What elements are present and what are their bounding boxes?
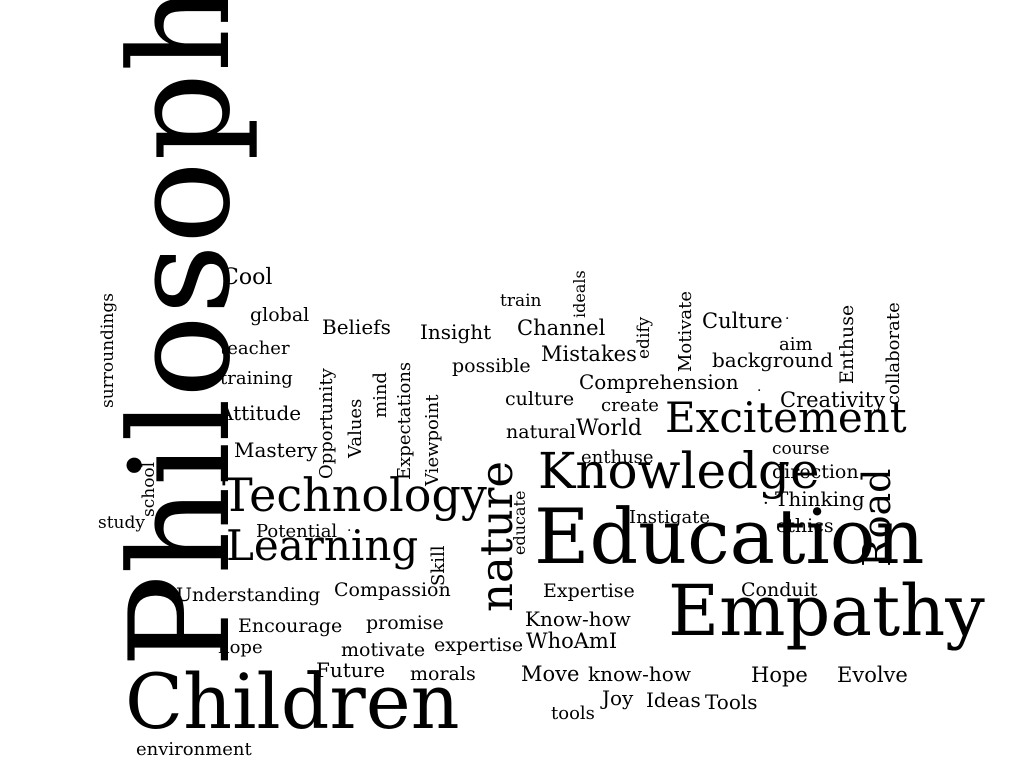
word-morals: morals bbox=[410, 663, 476, 685]
word-create: create bbox=[601, 395, 659, 416]
word-expertise-lower: expertise bbox=[434, 634, 524, 656]
word-ideals: ideals bbox=[570, 270, 589, 318]
word-motivate-upper: Motivate bbox=[675, 290, 696, 372]
word-ethics: ethics bbox=[776, 515, 834, 537]
word-understanding: Understanding bbox=[176, 584, 321, 606]
word-surroundings: surroundings bbox=[98, 293, 118, 408]
dot-decoration: · bbox=[763, 493, 769, 514]
word-culture-upper: Culture bbox=[702, 309, 783, 333]
word-motivate-lower: motivate bbox=[341, 639, 426, 661]
word-children: Children bbox=[125, 657, 460, 746]
word-expectations: Expectations bbox=[394, 361, 415, 480]
word-collaborate: collaborate bbox=[883, 302, 904, 405]
word-channel: Channel bbox=[517, 316, 606, 340]
word-values: Values bbox=[345, 398, 366, 458]
word-direction: direction bbox=[772, 461, 859, 483]
word-joy: Joy bbox=[602, 686, 634, 710]
word-know-how-upper: Know-how bbox=[525, 607, 631, 631]
word-school: school bbox=[139, 461, 159, 517]
word-education: Education bbox=[534, 492, 925, 581]
dot-decoration: · bbox=[785, 311, 790, 327]
word-aim: aim bbox=[779, 334, 813, 355]
word-future: Future bbox=[316, 658, 386, 682]
word-beliefs: Beliefs bbox=[322, 315, 391, 339]
word-train: train bbox=[500, 291, 542, 311]
word-cool: Cool bbox=[222, 265, 273, 290]
word-hope-lower: hope bbox=[218, 637, 263, 658]
word-enthuse-lower: enthuse bbox=[581, 447, 654, 468]
word-who-am-i: WhoAmI bbox=[526, 629, 618, 653]
word-edify: edify bbox=[634, 316, 654, 359]
word-mind: mind bbox=[370, 372, 391, 418]
word-educate: educate bbox=[510, 490, 529, 555]
word-instigate: Instigate bbox=[629, 507, 711, 528]
word-environment: environment bbox=[136, 739, 252, 760]
word-promise: promise bbox=[366, 612, 444, 634]
word-move: Move bbox=[521, 662, 580, 686]
dot-decoration: · bbox=[757, 383, 762, 399]
word-hope-upper: Hope bbox=[751, 663, 808, 687]
word-knowledge: Knowledge bbox=[538, 442, 820, 500]
word-global: global bbox=[250, 304, 310, 326]
word-comprehension: Comprehension bbox=[579, 370, 739, 394]
word-expertise-upper: Expertise bbox=[543, 580, 635, 602]
word-opportunity: Opportunity bbox=[316, 368, 337, 479]
word-thinking: Thinking bbox=[775, 487, 865, 511]
word-enthuse-upper: Enthuse bbox=[836, 304, 858, 384]
word-insight: Insight bbox=[420, 320, 492, 344]
word-excitement: Excitement bbox=[665, 393, 907, 442]
word-culture-lower: culture bbox=[505, 388, 575, 410]
word-world: World bbox=[576, 416, 642, 441]
word-possible: possible bbox=[452, 355, 531, 377]
word-tools-upper: Tools bbox=[705, 690, 758, 714]
word-learning: Learning bbox=[226, 521, 419, 570]
word-encourage: Encourage bbox=[238, 615, 343, 637]
word-teacher: teacher bbox=[220, 338, 290, 359]
word-evolve: Evolve bbox=[837, 663, 908, 687]
word-empathy: Empathy bbox=[668, 570, 985, 652]
word-mastery: Mastery bbox=[234, 438, 318, 462]
word-creativity: Creativity bbox=[780, 388, 886, 412]
word-know-how-lower: know-how bbox=[588, 662, 691, 686]
word-attitude: Attitude bbox=[219, 401, 302, 425]
word-mistakes: Mistakes bbox=[541, 342, 637, 366]
word-background: background bbox=[712, 348, 834, 372]
word-ideas: Ideas bbox=[646, 688, 701, 712]
word-conduit: Conduit bbox=[741, 579, 818, 601]
word-potential: Potential bbox=[256, 521, 338, 542]
word-study: study bbox=[98, 513, 145, 533]
word-technology: Technology bbox=[222, 468, 487, 522]
word-compassion: Compassion bbox=[334, 579, 451, 601]
word-course: course bbox=[772, 439, 830, 459]
word-tools-lower: tools bbox=[551, 703, 595, 724]
word-training: training bbox=[220, 368, 293, 389]
dot-decoration: · bbox=[347, 523, 352, 539]
word-natural: natural bbox=[506, 421, 576, 443]
